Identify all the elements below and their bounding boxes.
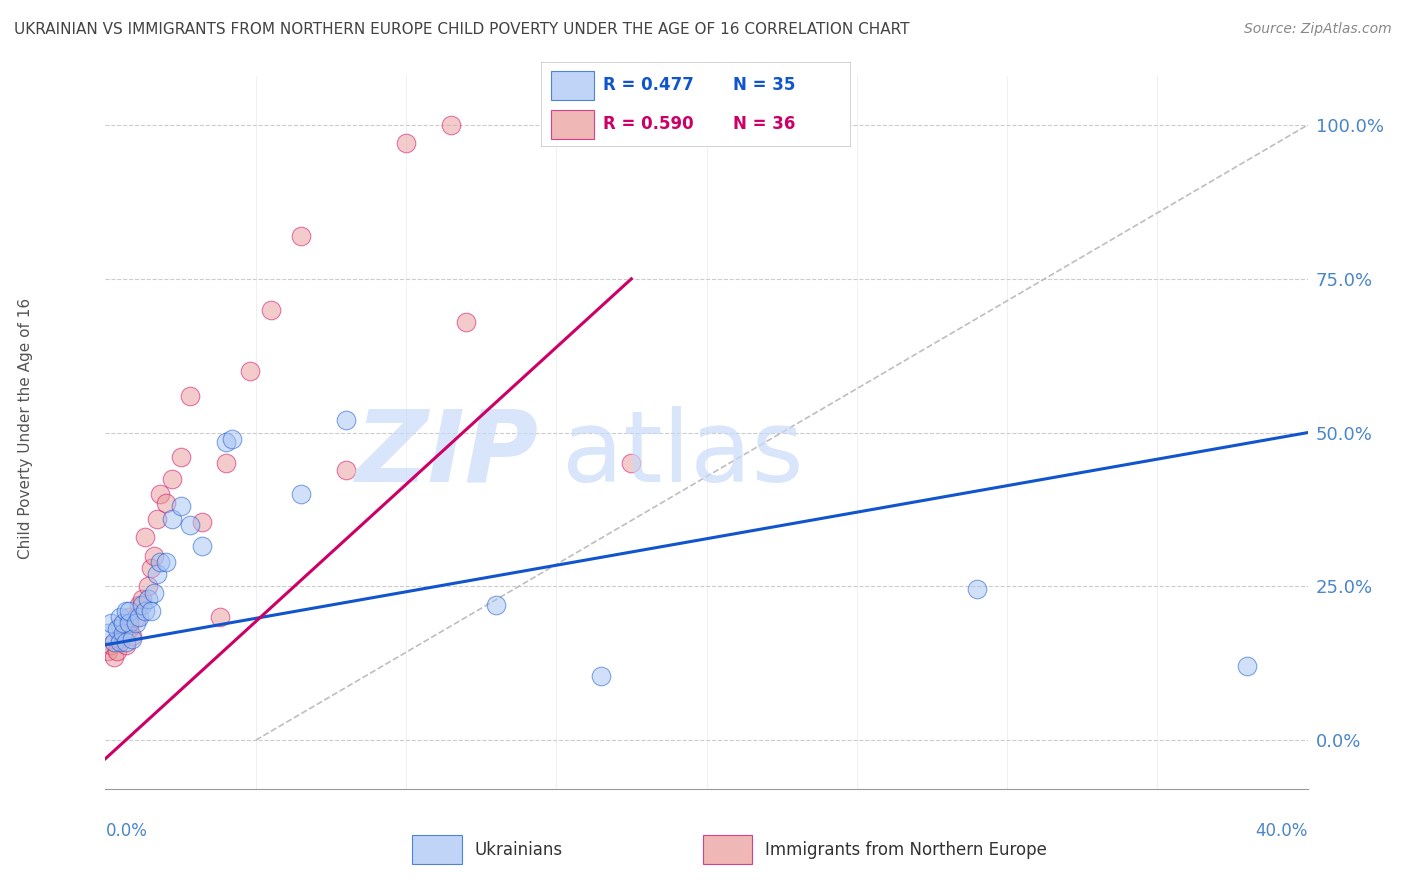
Point bbox=[145, 567, 167, 582]
Point bbox=[118, 610, 141, 624]
Text: atlas: atlas bbox=[562, 406, 804, 502]
Point bbox=[160, 512, 183, 526]
Point bbox=[134, 530, 156, 544]
Point bbox=[100, 616, 122, 631]
Point bbox=[97, 644, 120, 658]
Point bbox=[124, 610, 146, 624]
Point bbox=[112, 616, 135, 631]
Text: R = 0.590: R = 0.590 bbox=[603, 115, 693, 133]
Point bbox=[110, 634, 132, 648]
Point bbox=[131, 591, 153, 606]
Point bbox=[620, 456, 643, 470]
Point bbox=[208, 610, 231, 624]
Point bbox=[591, 668, 613, 682]
Point bbox=[966, 582, 988, 597]
Point bbox=[395, 136, 418, 151]
Point bbox=[115, 625, 138, 640]
Point bbox=[118, 604, 141, 618]
Point bbox=[139, 561, 162, 575]
Point bbox=[290, 487, 312, 501]
Point bbox=[136, 579, 159, 593]
Point bbox=[290, 228, 312, 243]
Text: N = 36: N = 36 bbox=[733, 115, 796, 133]
Point bbox=[485, 598, 508, 612]
Point bbox=[1236, 659, 1258, 673]
FancyBboxPatch shape bbox=[412, 835, 461, 864]
Point bbox=[142, 549, 165, 563]
Point bbox=[118, 623, 141, 637]
Point bbox=[214, 434, 236, 449]
Text: 0.0%: 0.0% bbox=[105, 822, 148, 840]
Point bbox=[112, 625, 135, 640]
Point bbox=[139, 604, 162, 618]
Point bbox=[110, 619, 132, 633]
Text: UKRAINIAN VS IMMIGRANTS FROM NORTHERN EUROPE CHILD POVERTY UNDER THE AGE OF 16 C: UKRAINIAN VS IMMIGRANTS FROM NORTHERN EU… bbox=[14, 22, 910, 37]
Point bbox=[169, 450, 191, 465]
Point bbox=[335, 413, 357, 427]
Point bbox=[190, 515, 212, 529]
Point bbox=[155, 555, 177, 569]
Text: N = 35: N = 35 bbox=[733, 77, 796, 95]
FancyBboxPatch shape bbox=[551, 110, 593, 139]
Point bbox=[221, 432, 243, 446]
Point bbox=[440, 118, 463, 132]
Point bbox=[260, 302, 283, 317]
Point bbox=[121, 632, 143, 646]
Point bbox=[148, 555, 170, 569]
Text: Immigrants from Northern Europe: Immigrants from Northern Europe bbox=[765, 840, 1046, 859]
Point bbox=[100, 638, 122, 652]
FancyBboxPatch shape bbox=[703, 835, 752, 864]
Text: Child Poverty Under the Age of 16: Child Poverty Under the Age of 16 bbox=[18, 298, 32, 558]
Point bbox=[136, 591, 159, 606]
Point bbox=[131, 598, 153, 612]
Point bbox=[103, 650, 125, 665]
Point bbox=[118, 616, 141, 631]
Point bbox=[145, 512, 167, 526]
Point bbox=[112, 629, 135, 643]
Point bbox=[124, 616, 146, 631]
Point bbox=[134, 604, 156, 618]
Point bbox=[190, 540, 212, 554]
Point bbox=[155, 496, 177, 510]
Point bbox=[110, 610, 132, 624]
Point bbox=[103, 634, 125, 648]
Point bbox=[128, 598, 150, 612]
Point bbox=[128, 610, 150, 624]
FancyBboxPatch shape bbox=[541, 62, 851, 147]
Point bbox=[179, 517, 201, 532]
Point bbox=[107, 644, 129, 658]
Point bbox=[115, 604, 138, 618]
Point bbox=[97, 625, 120, 640]
Point bbox=[121, 629, 143, 643]
Point bbox=[179, 389, 201, 403]
FancyBboxPatch shape bbox=[551, 71, 593, 100]
Text: Source: ZipAtlas.com: Source: ZipAtlas.com bbox=[1244, 22, 1392, 37]
Point bbox=[160, 472, 183, 486]
Point bbox=[110, 632, 132, 646]
Point bbox=[214, 456, 236, 470]
Point bbox=[107, 623, 129, 637]
Text: ZIP: ZIP bbox=[356, 406, 538, 502]
Point bbox=[169, 500, 191, 514]
Point bbox=[115, 634, 138, 648]
Point bbox=[239, 364, 262, 378]
Point bbox=[454, 315, 477, 329]
Text: R = 0.477: R = 0.477 bbox=[603, 77, 695, 95]
Text: Ukrainians: Ukrainians bbox=[474, 840, 562, 859]
Point bbox=[148, 487, 170, 501]
Point bbox=[142, 585, 165, 599]
Point bbox=[115, 638, 138, 652]
Text: 40.0%: 40.0% bbox=[1256, 822, 1308, 840]
Point bbox=[335, 462, 357, 476]
